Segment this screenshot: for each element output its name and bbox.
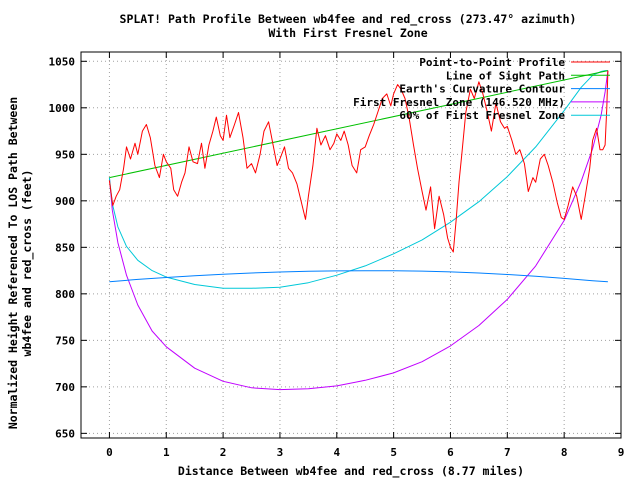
y-axis-label-line2: wb4fee and red_cross (feet) [20, 170, 35, 357]
x-axis-label: Distance Between wb4fee and red_cross (8… [178, 464, 524, 479]
x-tick-label: 7 [504, 446, 511, 459]
x-tick-label: 3 [277, 446, 284, 459]
x-tick-label: 5 [390, 446, 397, 459]
chart-title-line1: SPLAT! Path Profile Between wb4fee and r… [120, 12, 577, 27]
series-line-0 [108, 70, 609, 253]
legend-label: Line of Sight Path [446, 69, 565, 82]
y-tick-label: 650 [55, 427, 75, 440]
y-tick-label: 800 [55, 288, 75, 301]
legend-label: Earth's Curvature Contour [399, 83, 565, 96]
x-tick-label: 8 [561, 446, 568, 459]
y-tick-label: 1050 [49, 55, 76, 68]
series-line-2 [109, 270, 608, 283]
axis-ticks: 0 1 2 3 4 5 6 7 8 9 650 700 750 800 850 900 950 1000 1050 [49, 52, 625, 459]
series-lines [108, 70, 609, 391]
y-tick-label: 1000 [49, 102, 76, 115]
y-tick-label: 750 [55, 334, 75, 347]
y-axis-label-line1: Normalized Height Referenced To LOS Path… [6, 97, 20, 429]
y-tick-label: 700 [55, 381, 75, 394]
x-tick-label: 2 [220, 446, 227, 459]
x-tick-label: 9 [618, 446, 625, 459]
chart-title-line2: With First Fresnel Zone [268, 26, 427, 40]
x-tick-label: 4 [333, 446, 340, 459]
series-line-3 [108, 70, 609, 391]
x-tick-label: 6 [447, 446, 454, 459]
legend-label: Point-to-Point Profile [419, 56, 565, 69]
y-tick-label: 900 [55, 195, 75, 208]
legend-label: 60% of First Fresnel Zone [399, 109, 565, 122]
plot-frame [80, 51, 622, 439]
x-tick-label: 1 [163, 446, 170, 459]
legend-label: First Fresnel Zone (146.520 MHz) [353, 96, 565, 109]
x-tick-label: 0 [106, 446, 113, 459]
y-tick-label: 850 [55, 241, 75, 254]
y-tick-label: 950 [55, 148, 75, 161]
